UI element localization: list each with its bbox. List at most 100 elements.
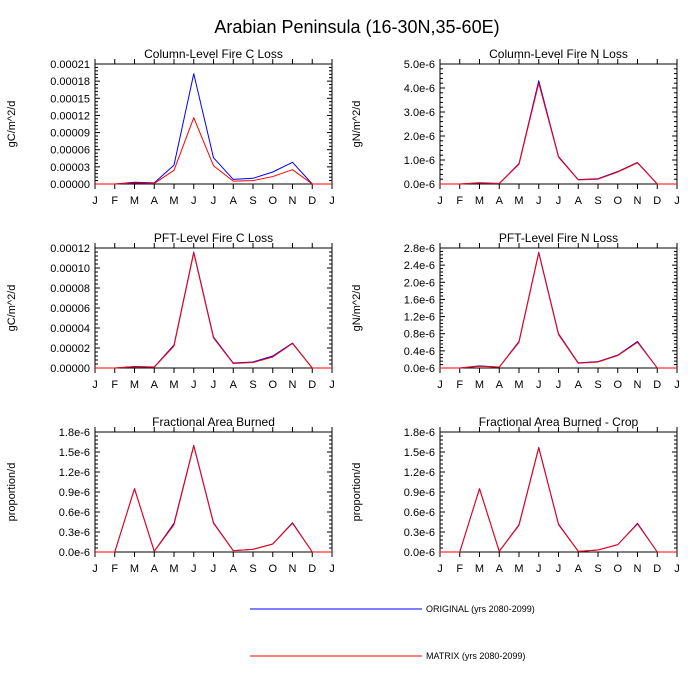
series-line-original xyxy=(95,251,332,369)
x-tick-label: D xyxy=(653,379,661,391)
x-tick-label: N xyxy=(289,195,297,207)
series-line-matrix xyxy=(440,82,677,185)
series-line-original xyxy=(95,444,332,553)
x-tick-label: J xyxy=(92,563,98,575)
y-tick-label: 0.8e-6 xyxy=(404,329,435,341)
chart-panel-2: Column-Level Fire N Loss gN/m^2/d 0.0e-6 1.… xyxy=(351,47,680,207)
x-tick-label: S xyxy=(249,563,256,575)
y-tick-label: 0.6e-6 xyxy=(59,507,90,519)
x-tick-label: J xyxy=(211,195,217,207)
y-tick-label: 0.0e-6 xyxy=(404,363,435,375)
x-tick-label: O xyxy=(268,563,277,575)
x-tick-label: A xyxy=(151,195,159,207)
x-tick-label: J xyxy=(674,563,680,575)
y-tick-label: 0.3e-6 xyxy=(404,527,435,539)
y-tick-label: 0.4e-6 xyxy=(404,346,435,358)
series-line-matrix xyxy=(95,117,332,185)
y-tick-label: 0.00021 xyxy=(50,59,90,71)
x-tick-label: N xyxy=(634,379,642,391)
y-tick-label: 1.5e-6 xyxy=(59,447,90,459)
chart-panel-5: Fractional Area Burned proportion/d 0.0e-6… xyxy=(6,415,335,575)
x-tick-label: M xyxy=(130,195,139,207)
x-tick-label: M xyxy=(514,563,523,575)
y-tick-label: 2.0e-6 xyxy=(404,277,435,289)
y-tick-label: 0.00000 xyxy=(50,363,90,375)
panel-title: Column-Level Fire C Loss xyxy=(144,47,283,61)
y-tick-label: 1.5e-6 xyxy=(404,447,435,459)
y-axis-label: proportion/d xyxy=(6,463,18,522)
y-tick-label: 0.0e-6 xyxy=(404,547,435,559)
y-tick-label: 1.6e-6 xyxy=(404,294,435,306)
x-tick-label: A xyxy=(151,563,159,575)
chart-panel-6: Fractional Area Burned - Crop proportion/… xyxy=(351,415,680,575)
series-line-matrix xyxy=(95,252,332,369)
y-axis-label: gC/m^2/d xyxy=(6,285,18,332)
y-tick-label: 0.00003 xyxy=(50,162,90,174)
y-tick-label: 1.2e-6 xyxy=(59,467,90,479)
x-tick-label: J xyxy=(191,563,197,575)
y-tick-label: 1.8e-6 xyxy=(404,427,435,439)
x-tick-label: S xyxy=(249,379,256,391)
y-tick-label: 1.8e-6 xyxy=(59,427,90,439)
x-tick-label: M xyxy=(130,563,139,575)
y-tick-label: 2.4e-6 xyxy=(404,260,435,272)
plot-frame xyxy=(439,431,678,553)
x-tick-label: J xyxy=(536,195,542,207)
x-tick-label: M xyxy=(130,379,139,391)
x-tick-label: A xyxy=(230,379,238,391)
y-tick-label: 0.00006 xyxy=(50,145,90,157)
y-tick-label: 0.9e-6 xyxy=(404,487,435,499)
x-tick-label: D xyxy=(653,563,661,575)
figure-title: Arabian Peninsula (16-30N,35-60E) xyxy=(214,17,499,37)
x-tick-label: J xyxy=(211,563,217,575)
y-tick-label: 2.0e-6 xyxy=(404,131,435,143)
x-tick-label: A xyxy=(230,563,238,575)
y-tick-label: 0.00018 xyxy=(50,76,90,88)
y-tick-label: 0.00012 xyxy=(50,243,90,255)
chart-panel-4: PFT-Level Fire N Loss gN/m^2/d 0.0e-6 0.4e-… xyxy=(351,231,680,391)
x-tick-label: D xyxy=(308,563,316,575)
x-tick-label: J xyxy=(329,195,335,207)
y-tick-label: 0.00008 xyxy=(50,283,90,295)
plot-frame xyxy=(94,247,333,369)
x-tick-label: J xyxy=(329,563,335,575)
x-tick-label: A xyxy=(151,379,159,391)
panel-title: Column-Level Fire N Loss xyxy=(489,47,628,61)
x-tick-label: M xyxy=(514,379,523,391)
y-tick-label: 0.00010 xyxy=(50,263,90,275)
x-tick-label: D xyxy=(653,195,661,207)
y-tick-label: 0.00015 xyxy=(50,93,90,105)
y-axis-label: gN/m^2/d xyxy=(351,285,363,332)
x-tick-label: D xyxy=(308,195,316,207)
x-tick-label: F xyxy=(111,563,118,575)
x-tick-label: J xyxy=(437,563,443,575)
x-tick-label: J xyxy=(191,195,197,207)
x-tick-label: S xyxy=(594,195,601,207)
x-tick-label: N xyxy=(289,563,297,575)
series-line-matrix xyxy=(440,252,677,369)
chart-panel-1: Column-Level Fire C Loss gC/m^2/d 0.00000 0… xyxy=(6,47,335,207)
series-line-original xyxy=(440,251,677,369)
y-tick-label: 1.0e-6 xyxy=(404,155,435,167)
series-line-original xyxy=(440,80,677,185)
x-tick-label: O xyxy=(613,563,622,575)
x-tick-label: M xyxy=(475,379,484,391)
x-tick-label: J xyxy=(92,195,98,207)
series-line-matrix xyxy=(440,447,677,553)
x-tick-label: J xyxy=(437,195,443,207)
y-tick-label: 1.2e-6 xyxy=(404,312,435,324)
x-tick-label: J xyxy=(536,563,542,575)
plot-frame xyxy=(94,431,333,553)
x-tick-label: M xyxy=(475,195,484,207)
y-tick-label: 2.8e-6 xyxy=(404,243,435,255)
y-tick-label: 0.0e-6 xyxy=(59,547,90,559)
x-tick-label: F xyxy=(456,563,463,575)
panel-title: Fractional Area Burned xyxy=(152,415,275,429)
x-tick-label: J xyxy=(211,379,217,391)
y-tick-label: 0.3e-6 xyxy=(59,527,90,539)
x-tick-label: A xyxy=(496,379,504,391)
x-tick-label: J xyxy=(674,195,680,207)
x-tick-label: J xyxy=(674,379,680,391)
chart-panel-3: PFT-Level Fire C Loss gC/m^2/d 0.00000 0.00… xyxy=(6,231,335,391)
